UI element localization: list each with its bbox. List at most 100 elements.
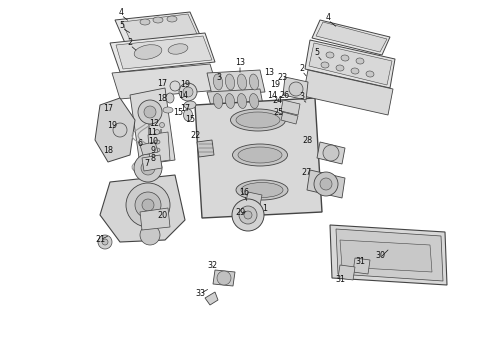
Text: 33: 33 bbox=[195, 289, 205, 298]
Text: 1: 1 bbox=[263, 203, 268, 212]
Ellipse shape bbox=[356, 58, 364, 64]
Text: 2: 2 bbox=[299, 63, 305, 72]
Circle shape bbox=[323, 145, 339, 161]
Text: 22: 22 bbox=[190, 131, 200, 140]
Circle shape bbox=[244, 211, 252, 219]
Text: 13: 13 bbox=[264, 68, 274, 77]
Ellipse shape bbox=[183, 87, 193, 97]
Polygon shape bbox=[336, 229, 443, 281]
Polygon shape bbox=[207, 70, 265, 95]
Polygon shape bbox=[197, 140, 214, 157]
Ellipse shape bbox=[366, 71, 374, 77]
Ellipse shape bbox=[321, 62, 329, 68]
Circle shape bbox=[142, 199, 154, 211]
Text: 14: 14 bbox=[178, 90, 188, 99]
Text: 12: 12 bbox=[149, 118, 159, 127]
Text: 18: 18 bbox=[157, 94, 167, 103]
Polygon shape bbox=[140, 142, 158, 155]
Text: 3: 3 bbox=[217, 72, 221, 81]
Ellipse shape bbox=[153, 17, 163, 23]
Polygon shape bbox=[205, 292, 218, 305]
Circle shape bbox=[135, 192, 161, 218]
Ellipse shape bbox=[167, 16, 177, 22]
Ellipse shape bbox=[179, 83, 197, 101]
Text: 23: 23 bbox=[277, 72, 287, 81]
Text: 3: 3 bbox=[299, 91, 304, 100]
Polygon shape bbox=[112, 64, 218, 99]
Ellipse shape bbox=[236, 112, 280, 128]
Circle shape bbox=[126, 183, 170, 227]
Polygon shape bbox=[122, 14, 197, 42]
Circle shape bbox=[113, 123, 127, 137]
Text: 17: 17 bbox=[103, 104, 113, 112]
Polygon shape bbox=[312, 20, 390, 55]
Text: 6: 6 bbox=[138, 139, 143, 148]
Polygon shape bbox=[307, 170, 345, 198]
Text: 18: 18 bbox=[103, 145, 113, 154]
Ellipse shape bbox=[154, 130, 160, 135]
Circle shape bbox=[320, 178, 332, 190]
Ellipse shape bbox=[238, 147, 282, 163]
Circle shape bbox=[217, 271, 231, 285]
Text: 15: 15 bbox=[173, 108, 183, 117]
Polygon shape bbox=[305, 40, 395, 88]
Ellipse shape bbox=[249, 74, 259, 90]
Circle shape bbox=[314, 172, 338, 196]
Text: 4: 4 bbox=[325, 13, 330, 22]
Text: 9: 9 bbox=[150, 145, 155, 154]
Ellipse shape bbox=[232, 144, 288, 166]
Polygon shape bbox=[130, 88, 175, 165]
Text: 24: 24 bbox=[272, 95, 282, 104]
Text: 27: 27 bbox=[302, 167, 312, 176]
Text: 13: 13 bbox=[235, 58, 245, 67]
Polygon shape bbox=[195, 98, 322, 218]
Polygon shape bbox=[316, 22, 387, 52]
Polygon shape bbox=[100, 175, 185, 242]
Ellipse shape bbox=[154, 140, 160, 144]
Text: 29: 29 bbox=[235, 207, 245, 216]
Polygon shape bbox=[116, 36, 212, 69]
Polygon shape bbox=[148, 132, 170, 163]
Text: 5: 5 bbox=[315, 48, 319, 57]
Ellipse shape bbox=[168, 44, 188, 54]
Ellipse shape bbox=[336, 65, 344, 71]
Text: 31: 31 bbox=[335, 275, 345, 284]
Polygon shape bbox=[353, 258, 370, 274]
Text: 19: 19 bbox=[107, 121, 117, 130]
Text: 19: 19 bbox=[180, 80, 190, 89]
Polygon shape bbox=[110, 33, 215, 72]
Ellipse shape bbox=[238, 74, 246, 90]
Polygon shape bbox=[338, 265, 355, 280]
Circle shape bbox=[144, 106, 156, 118]
Text: 17: 17 bbox=[180, 104, 190, 112]
Ellipse shape bbox=[154, 156, 160, 160]
Circle shape bbox=[141, 161, 155, 175]
Polygon shape bbox=[309, 43, 392, 85]
Text: 11: 11 bbox=[147, 127, 157, 136]
Circle shape bbox=[134, 154, 162, 182]
Ellipse shape bbox=[154, 148, 160, 152]
Text: 7: 7 bbox=[145, 158, 149, 167]
Text: 21: 21 bbox=[95, 235, 105, 244]
Text: 17: 17 bbox=[157, 78, 167, 87]
Polygon shape bbox=[246, 192, 262, 205]
Ellipse shape bbox=[170, 81, 180, 91]
Polygon shape bbox=[115, 12, 200, 43]
Ellipse shape bbox=[238, 94, 246, 108]
Circle shape bbox=[289, 82, 303, 96]
Ellipse shape bbox=[230, 109, 286, 131]
Polygon shape bbox=[317, 142, 345, 164]
Ellipse shape bbox=[249, 94, 259, 108]
Ellipse shape bbox=[184, 101, 196, 109]
Text: 4: 4 bbox=[119, 8, 123, 17]
Polygon shape bbox=[140, 208, 170, 230]
Circle shape bbox=[239, 206, 257, 224]
Polygon shape bbox=[213, 270, 235, 286]
Text: 10: 10 bbox=[148, 136, 158, 145]
Polygon shape bbox=[303, 70, 393, 115]
Ellipse shape bbox=[134, 45, 162, 59]
Ellipse shape bbox=[140, 19, 150, 25]
Ellipse shape bbox=[183, 109, 193, 121]
Polygon shape bbox=[207, 89, 264, 113]
Ellipse shape bbox=[214, 74, 222, 90]
